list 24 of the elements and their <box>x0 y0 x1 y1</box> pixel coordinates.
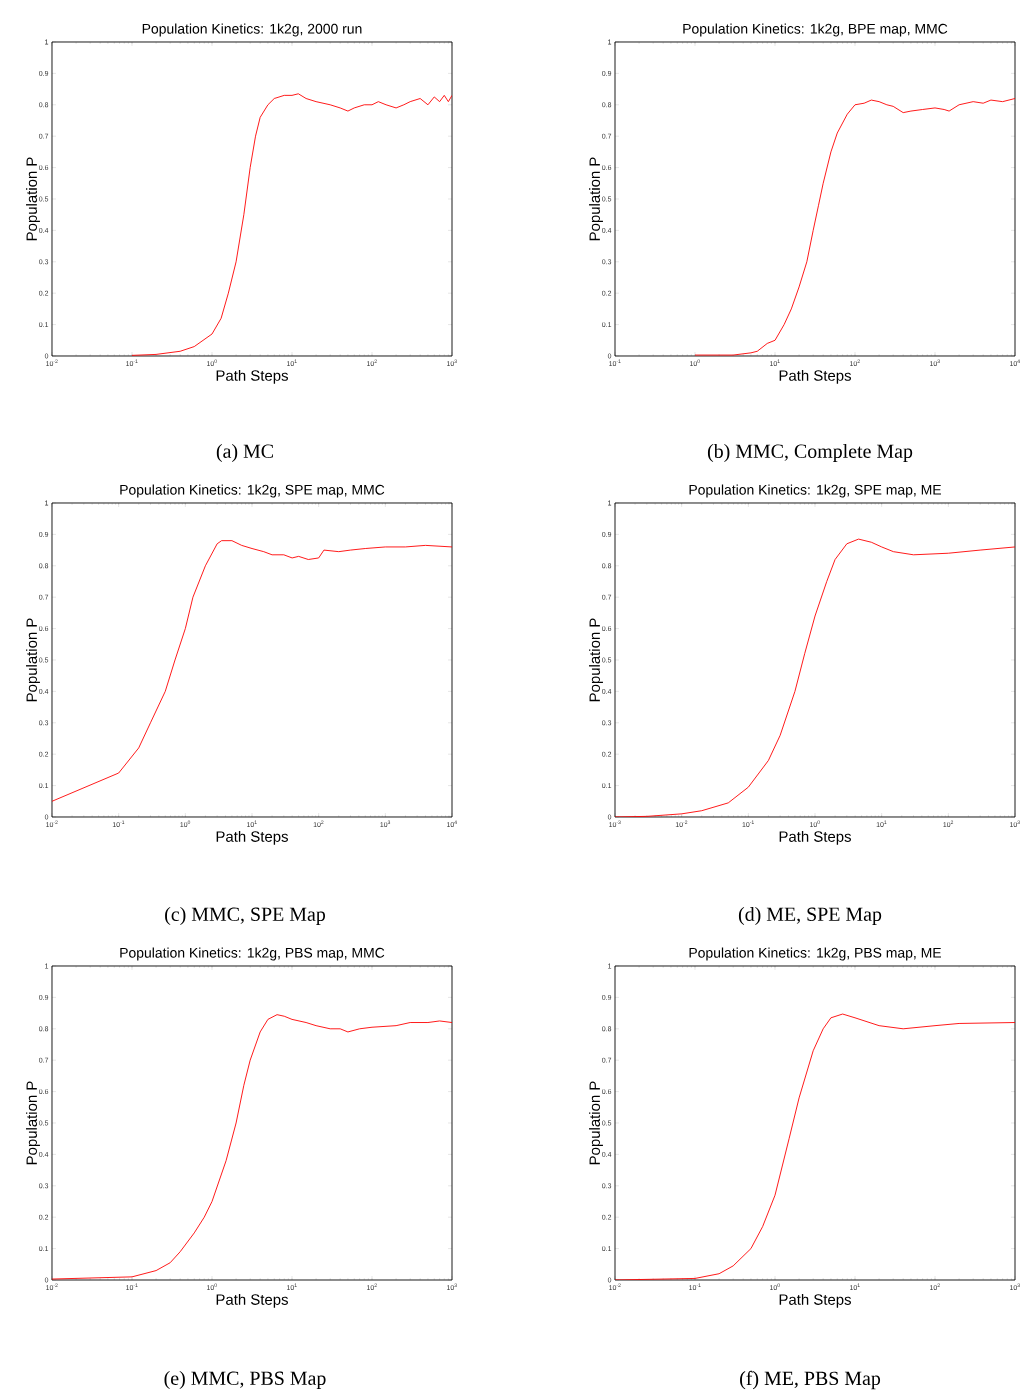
y-axis-title: Population P <box>589 157 603 241</box>
chart-title: Population Kinetics: 1k2g, PBS map, MMC <box>120 947 385 961</box>
y-axis-title: Population P <box>589 618 603 702</box>
x-axis-title: Path Steps <box>216 1293 288 1308</box>
x-axis-title: Path Steps <box>216 830 288 845</box>
x-axis-title: Path Steps <box>779 369 851 384</box>
chart-title: Population Kinetics: 1k2g, BPE map, MMC <box>683 23 948 37</box>
chart-title: Population Kinetics: 1k2g, SPE map, ME <box>689 484 941 498</box>
text: (d) ME, SPE Map <box>738 906 882 926</box>
chart-title: Population Kinetics: 1k2g, PBS map, ME <box>689 947 941 961</box>
text: (c) MMC, SPE Map <box>165 906 326 926</box>
y-axis-title: Population P <box>26 618 40 702</box>
chart-title: Population Kinetics: 1k2g, SPE map, MMC <box>120 484 385 498</box>
x-axis-title: Path Steps <box>779 1293 851 1308</box>
chart-title: Population Kinetics: 1k2g, 2000 run <box>142 23 362 37</box>
text: (e) MMC, PBS Map <box>164 1370 326 1390</box>
text: (a) MC <box>216 443 273 463</box>
y-axis-title: Population P <box>589 1081 603 1165</box>
y-axis-title: Population P <box>26 1081 40 1165</box>
x-axis-title: Path Steps <box>216 369 288 384</box>
x-axis-title: Path Steps <box>779 830 851 845</box>
text: (b) MMC, Complete Map <box>707 443 913 463</box>
text: (f) ME, PBS Map <box>740 1370 881 1390</box>
y-axis-title: Population P <box>26 157 40 241</box>
